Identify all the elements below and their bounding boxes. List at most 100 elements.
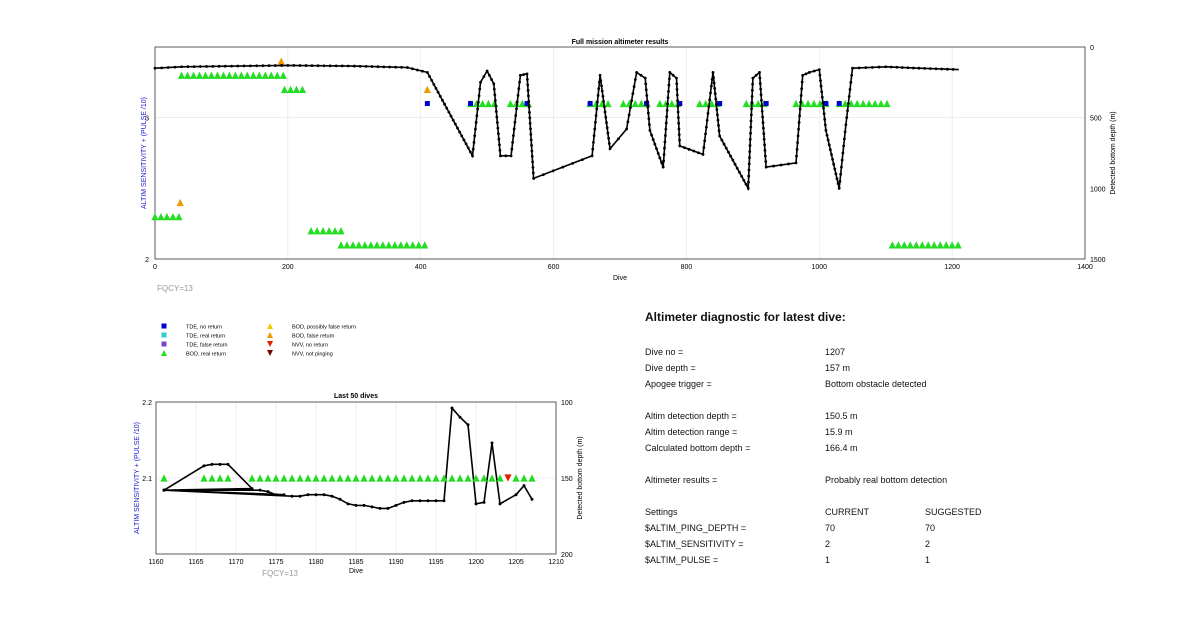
chart1-depth-point (192, 65, 196, 69)
chart1-depth-point (498, 143, 501, 147)
chart1-depth-point (740, 174, 744, 178)
chart1-depth-point (541, 173, 545, 177)
chart1-depth-point (807, 71, 811, 74)
chart1-depth-point (665, 115, 669, 119)
chart1-depth-point (678, 138, 681, 142)
bod-real-return-mark (225, 71, 233, 79)
chart1-depth-point (832, 162, 836, 166)
chart1-depth-point (447, 110, 451, 114)
chart1-depth-point (651, 138, 655, 141)
chart1-depth-point (923, 67, 927, 70)
chart1-depth-point (687, 147, 691, 151)
bod-real-return-mark (754, 99, 762, 108)
chart1-depth-point (415, 68, 419, 72)
bod-real-return-mark (344, 474, 352, 482)
chart1-depth-point (760, 110, 764, 113)
chart1-depth-point (606, 131, 610, 135)
chart1-depth-point (627, 113, 631, 117)
legend: TDE, no return TDE, real return TDE, false… (161, 323, 356, 358)
chart1-depth-point (796, 134, 800, 138)
chart1-depth-point (797, 127, 800, 131)
chart1-depth-point (462, 138, 466, 142)
bod-real-return-mark (484, 99, 493, 108)
chart1-depth-point (750, 95, 754, 98)
chart1-y-right-tick-label: 500 (1090, 116, 1102, 123)
legend-triangle-marker (267, 341, 273, 347)
chart2-depth-point (274, 493, 278, 497)
chart2-x-tick-label: 1195 (428, 559, 443, 566)
chart2-depth-point (162, 488, 166, 492)
chart1-depth-point (709, 91, 712, 95)
chart1-depth-point (749, 119, 753, 123)
bod-real-return-mark (379, 241, 387, 249)
tde-no-return-mark (763, 101, 769, 107)
chart1-depth-point (598, 73, 602, 77)
chart1-depth-point (840, 158, 844, 162)
chart1-depth-point (663, 140, 667, 144)
chart2-x-tick-label: 1180 (308, 559, 323, 566)
chart1-depth-point (478, 87, 482, 91)
bod-real-return-mark (231, 71, 239, 79)
chart1-depth-point (667, 89, 670, 93)
chart1-depth-point (825, 133, 829, 137)
chart1-depth-point (787, 162, 790, 166)
chart2-y-right-tick-label: 200 (561, 552, 573, 559)
chart1-depth-point (532, 177, 536, 180)
chart1-depth-point (644, 82, 648, 86)
chart1-x-tick-label: 1200 (944, 264, 960, 271)
chart1-depth-point (656, 151, 660, 155)
chart2-depth-point (450, 406, 454, 410)
chart1-depth-point (707, 105, 711, 108)
chart1-depth-point (844, 123, 848, 127)
bod-real-return-mark (368, 474, 376, 482)
chart1-depth-point (255, 64, 258, 68)
chart1-depth-point (597, 87, 601, 91)
chart1-depth-point (492, 87, 496, 91)
chart2-depth-point (370, 505, 374, 509)
chart1-depth-point (677, 127, 681, 131)
nvv-no-return-mark (504, 474, 512, 482)
legend-label: TDE, real return (186, 334, 225, 340)
bod-real-return-mark (273, 71, 281, 79)
chart1-depth-point (529, 127, 532, 131)
full-mission-chart: Full mission altimeter results 0 200 400 60… (141, 39, 1117, 293)
chart1-depth-point (664, 121, 668, 125)
chart1-depth-point (667, 83, 671, 87)
chart1-x-tick-label: 1000 (811, 264, 827, 271)
chart1-depth-point (590, 154, 594, 158)
chart1-depth-point (812, 69, 816, 73)
chart1-depth-point (822, 112, 826, 116)
bod-real-return-mark (349, 241, 357, 249)
chart1-depth-point (595, 107, 599, 111)
chart1-depth-point (449, 114, 453, 118)
chart1-depth-point (273, 64, 277, 67)
chart1-depth-point (561, 165, 565, 169)
chart2-depth-point (322, 493, 326, 497)
chart1-depth-point (703, 139, 707, 143)
chart2-depth-point (490, 441, 494, 445)
chart1-depth-point (388, 65, 392, 69)
legend-square-marker (161, 332, 167, 338)
chart1-depth-point (713, 86, 717, 90)
chart1-depth-point (495, 121, 499, 124)
chart1-depth-point (764, 160, 768, 163)
chart1-depth-point (411, 67, 414, 71)
chart2-depth-point (226, 462, 230, 466)
chart1-ylabel-right: Detected bottom depth (m) (1110, 111, 1117, 194)
chart1-depth-point (571, 161, 575, 165)
bod-real-return-mark (424, 474, 432, 482)
bod-real-return-mark (448, 474, 456, 482)
chart1-depth-point (428, 75, 431, 78)
chart1-depth-point (645, 94, 649, 97)
bod-real-return-mark (319, 227, 327, 235)
chart1-depth-point (716, 113, 719, 117)
chart1-depth-point (900, 66, 904, 69)
chart1-depth-point (823, 117, 827, 121)
chart1-depth-point (248, 64, 252, 68)
chart1-depth-point (316, 64, 320, 68)
bod-real-return-mark (409, 241, 417, 249)
chart1-plot-frame (154, 46, 1086, 260)
chart1-annotation: FQCY=13 (157, 284, 193, 293)
bod-real-return-mark (313, 227, 321, 235)
chart1-depth-point (594, 114, 598, 117)
